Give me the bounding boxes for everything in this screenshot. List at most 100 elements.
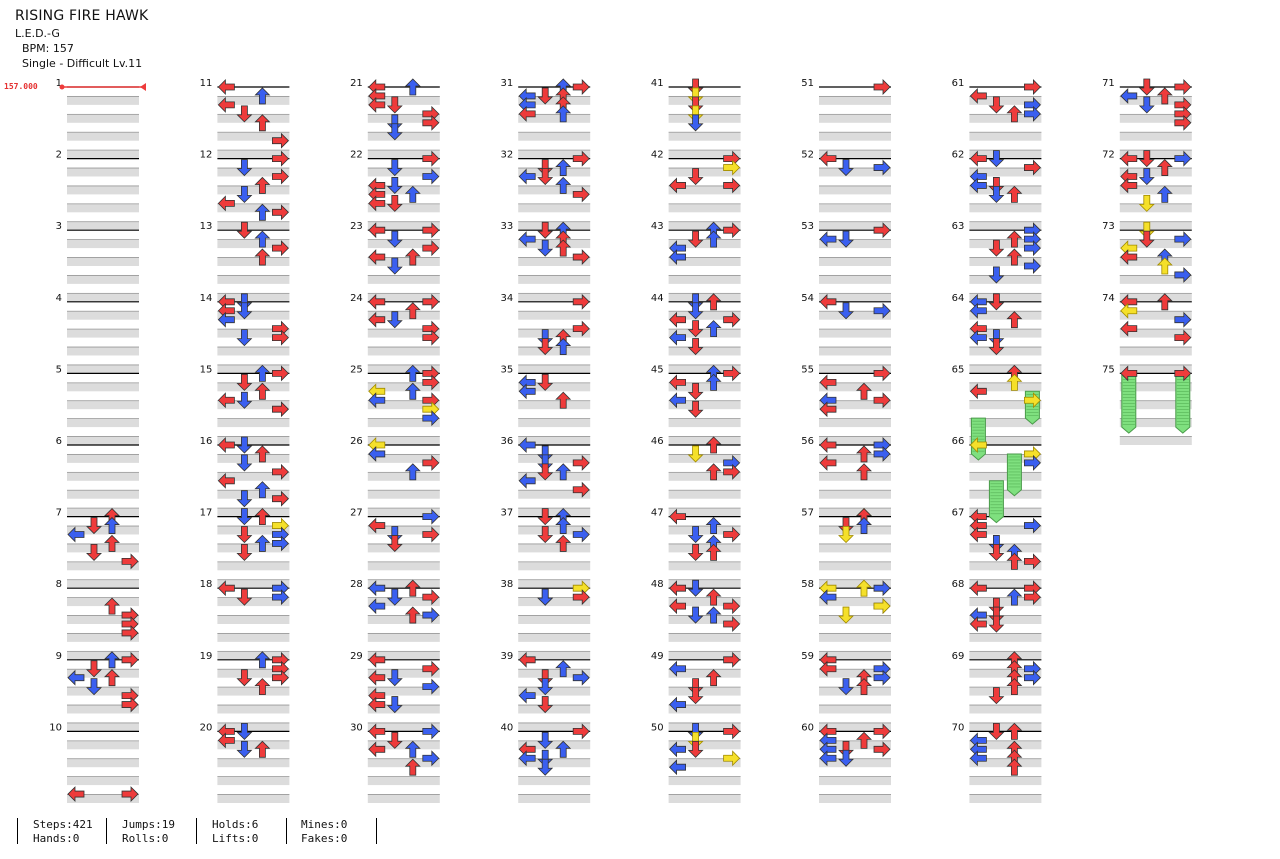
down-arrow	[687, 526, 704, 544]
measure-37: 37	[500, 508, 591, 589]
measure-stripe	[518, 400, 591, 410]
measure-number: 7	[56, 508, 62, 519]
measure-number: 72	[1102, 150, 1115, 161]
measure-number: 75	[1102, 364, 1115, 375]
measure-stripe	[518, 149, 591, 159]
left-arrow	[819, 437, 837, 453]
measure-stripe	[67, 632, 139, 642]
right-arrow	[271, 490, 289, 507]
up-arrow	[1006, 678, 1023, 696]
left-arrow	[969, 580, 987, 597]
measure-28: 28	[350, 579, 440, 660]
measure-stripe	[668, 507, 741, 517]
measure-stripe	[67, 561, 139, 571]
measure-stripe	[819, 221, 891, 231]
measure-number: 74	[1102, 293, 1115, 304]
right-arrow	[422, 454, 440, 471]
measure-number: 57	[801, 508, 814, 519]
measure-2: 2	[56, 150, 139, 231]
right-arrow	[873, 392, 891, 409]
measure-stripe	[969, 310, 1042, 320]
measure-74: 74	[1102, 293, 1192, 374]
up-arrow	[1006, 185, 1023, 203]
measure-stripe	[67, 776, 139, 786]
right-arrow	[271, 204, 289, 221]
measure-number: 56	[801, 436, 814, 447]
measure-stripe	[819, 686, 891, 696]
right-arrow	[1024, 105, 1041, 122]
up-arrow	[254, 740, 271, 758]
measure-stripe	[217, 95, 290, 105]
down-arrow	[988, 615, 1005, 633]
measure-stripe	[217, 471, 290, 481]
down-arrow	[537, 329, 554, 347]
right-arrow	[723, 222, 741, 239]
measure-stripe	[367, 704, 440, 714]
right-arrow	[873, 159, 891, 176]
measure-stripe	[518, 525, 591, 535]
left-arrow	[969, 437, 987, 453]
left-arrow	[368, 741, 386, 758]
down-arrow	[687, 382, 704, 400]
measure-number: 66	[952, 436, 965, 447]
stats-separator	[376, 818, 377, 844]
measure-stripe	[668, 758, 741, 768]
measure-stripe	[819, 525, 891, 535]
right-arrow	[1024, 589, 1041, 606]
measure-stripe	[668, 668, 741, 678]
measure-stripe	[969, 382, 1042, 392]
measure-stripe	[819, 722, 891, 732]
measure-number: 34	[500, 293, 513, 304]
up-arrow	[555, 239, 572, 257]
measure-stripe	[819, 131, 891, 141]
measure-stripe	[969, 221, 1042, 231]
right-arrow	[572, 320, 590, 337]
right-arrow	[723, 526, 741, 543]
down-arrow	[236, 293, 253, 311]
measure-stripe	[668, 382, 741, 392]
measure-stripe	[67, 704, 139, 714]
up-arrow	[254, 114, 271, 132]
measure-stripe	[518, 346, 591, 356]
measure-stripe	[668, 400, 741, 410]
down-arrow	[386, 230, 403, 248]
measure-stripe	[217, 203, 290, 213]
right-arrow	[271, 240, 289, 257]
down-arrow	[537, 221, 554, 239]
right-arrow	[873, 741, 891, 758]
down-arrow	[236, 436, 253, 454]
down-arrow	[386, 257, 403, 275]
measure-stripe	[668, 310, 741, 320]
measure-stripe	[969, 274, 1042, 284]
right-arrow	[1174, 150, 1192, 167]
measure-stripe	[67, 221, 139, 231]
right-arrow	[873, 222, 891, 239]
down-arrow	[988, 150, 1005, 168]
stats-separator	[17, 818, 18, 844]
right-arrow	[723, 723, 741, 740]
down-arrow	[687, 96, 704, 114]
up-arrow	[705, 320, 722, 338]
right-arrow	[422, 222, 440, 239]
measure-stripe	[819, 95, 891, 105]
measure-stripe	[518, 221, 591, 231]
left-arrow	[368, 696, 386, 713]
down-arrow	[236, 508, 253, 526]
measure-29: 29	[350, 651, 440, 732]
measure-stripe	[668, 167, 741, 177]
measure-stripe	[819, 668, 891, 678]
measure-stripe	[67, 436, 139, 445]
measure-stripe	[217, 364, 290, 374]
down-arrow	[386, 526, 403, 544]
down-arrow	[386, 535, 403, 553]
right-arrow	[422, 526, 440, 543]
right-arrow	[121, 624, 139, 641]
down-arrow	[537, 87, 554, 105]
right-arrow	[271, 150, 289, 167]
measure-26: 26	[350, 436, 440, 517]
measure-stripe	[1119, 418, 1192, 428]
measure-stripe	[819, 740, 891, 750]
left-arrow	[368, 517, 386, 534]
left-arrow	[969, 383, 987, 400]
down-arrow	[236, 185, 253, 203]
